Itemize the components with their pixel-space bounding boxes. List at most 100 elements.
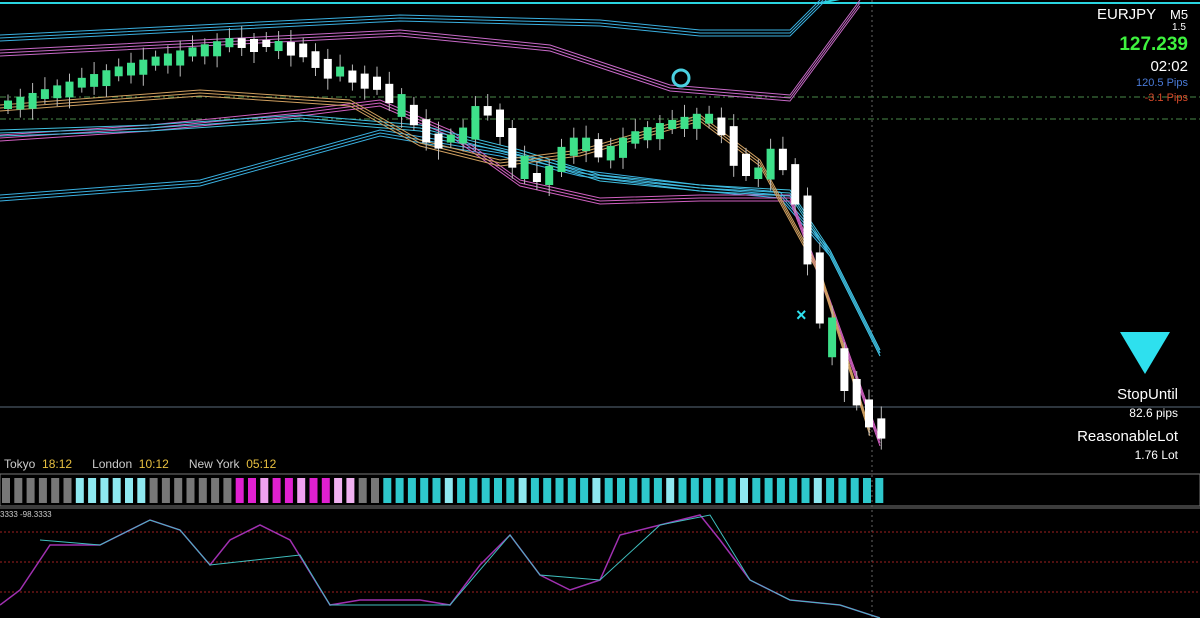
candle — [114, 66, 123, 77]
pips-up: 120.5 Pips — [1136, 77, 1188, 89]
candle — [90, 74, 99, 87]
moving-average — [0, 0, 821, 36]
strip-bar — [14, 478, 23, 503]
moving-average — [0, 135, 881, 357]
strip-bar — [112, 478, 121, 503]
candle — [250, 38, 258, 52]
candle — [471, 106, 480, 140]
strip-bar — [137, 478, 146, 503]
moving-average — [0, 0, 824, 39]
sessions: Tokyo 18:12 London 10:12 New York 05:12 — [4, 457, 276, 471]
strip-bar — [789, 478, 798, 503]
candle — [274, 41, 283, 52]
candle — [508, 128, 517, 168]
stop-value: 82.6 pips — [1129, 406, 1178, 420]
strip-bar — [580, 478, 589, 503]
strip-bar — [407, 478, 416, 503]
stop-label: StopUntil — [1117, 386, 1178, 403]
candle — [754, 167, 763, 179]
candle — [176, 50, 185, 66]
strip-bar — [100, 478, 109, 503]
strip-bar — [740, 478, 748, 503]
candle — [778, 148, 787, 171]
moving-average — [0, 117, 881, 354]
strip-bar — [838, 478, 847, 503]
strip-bar — [395, 478, 404, 503]
strip-bar — [260, 478, 269, 503]
sell-arrow — [1120, 332, 1170, 374]
strip-bar — [592, 478, 601, 503]
strip-bar — [457, 478, 466, 503]
strip-bar — [235, 478, 244, 503]
candle — [852, 379, 861, 406]
candle — [742, 153, 750, 176]
strip-bar — [334, 478, 343, 503]
strip-bar — [297, 478, 306, 503]
strip-bar — [727, 478, 736, 503]
strip-bar — [284, 478, 293, 503]
candle — [803, 195, 812, 265]
moving-average — [0, 99, 881, 441]
moving-average — [0, 2, 861, 99]
oscillator-label: 3333 -98.3333 — [0, 510, 52, 519]
candle — [65, 81, 74, 98]
candle — [692, 113, 701, 129]
moving-average — [0, 0, 861, 96]
strip-bar — [666, 478, 675, 503]
strip-bar — [813, 478, 822, 503]
candle — [680, 116, 689, 129]
candle — [717, 117, 726, 136]
strip-bar — [125, 478, 133, 503]
strip-bar — [776, 478, 785, 503]
strip-bar — [248, 478, 256, 503]
strip-bar — [198, 478, 207, 503]
session-name: New York — [188, 457, 240, 471]
timeframe: M5 — [1170, 7, 1189, 22]
candle — [323, 58, 332, 79]
candle — [840, 348, 849, 391]
strip-bar — [555, 478, 564, 503]
strip-bar — [715, 478, 724, 503]
strip-bar — [518, 478, 527, 503]
strip-bar — [2, 478, 10, 503]
candle — [373, 76, 381, 90]
strip-bar — [506, 478, 515, 503]
candle — [483, 106, 492, 116]
candle — [336, 66, 345, 77]
moving-average — [0, 89, 871, 431]
candle — [631, 131, 640, 144]
strip-bar — [567, 478, 576, 503]
strip-bar — [826, 478, 835, 503]
candle — [532, 173, 541, 182]
strip-bar — [604, 478, 613, 503]
candle — [28, 92, 37, 109]
candle — [865, 399, 873, 428]
moving-average — [0, 114, 881, 351]
candle — [643, 127, 652, 141]
ring-marker — [671, 68, 691, 88]
strip-bar — [272, 478, 281, 503]
candle — [299, 43, 308, 58]
strip-bar — [75, 478, 84, 503]
candle — [877, 418, 886, 439]
candle — [569, 137, 578, 156]
candle — [459, 127, 468, 144]
strip-bar — [703, 478, 712, 503]
level-line — [0, 0, 841, 4]
strip-bar — [63, 478, 72, 503]
strip-bar — [371, 478, 379, 503]
candle — [791, 164, 800, 205]
candle — [582, 137, 591, 152]
spread: 1.5 — [1172, 22, 1186, 33]
strip-bar — [26, 478, 35, 503]
candle — [213, 41, 222, 57]
strip-bar — [38, 478, 47, 503]
timer: 02:02 — [1150, 58, 1188, 75]
candle — [545, 166, 554, 185]
strip-bar — [494, 478, 502, 503]
candle — [520, 155, 529, 179]
candle — [409, 104, 418, 126]
strip-bar — [481, 478, 490, 503]
